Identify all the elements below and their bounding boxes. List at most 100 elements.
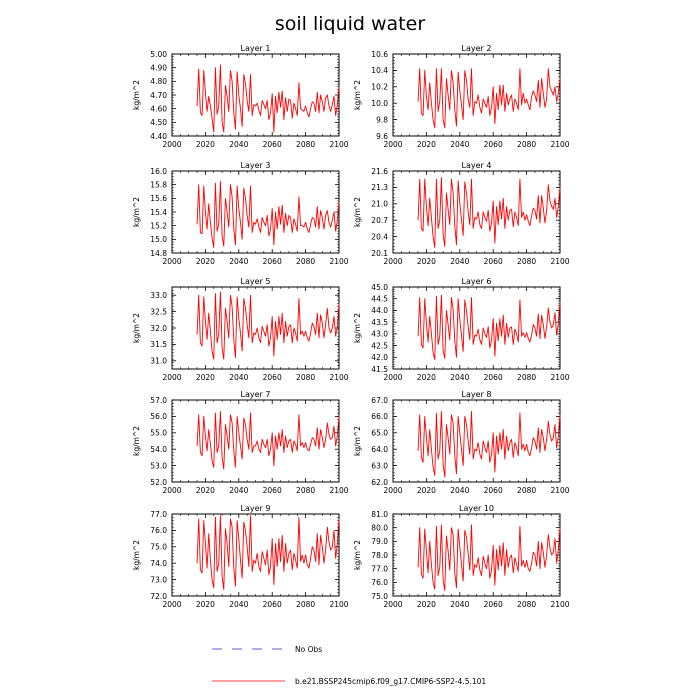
layer-3-xtick-label: 2060: [263, 257, 282, 266]
layer-8-ytick-label: 65.0: [371, 429, 388, 438]
layer-6-ytick-label: 42.0: [371, 353, 388, 362]
layer-3-xtick-label: 2020: [196, 257, 215, 266]
layer-9-ytick-label: 74.0: [150, 559, 167, 568]
layer-7-xtick-label: 2100: [329, 486, 348, 495]
layer-3-xtick-label: 2040: [229, 257, 248, 266]
legend-no-obs-label: No Obs: [295, 645, 322, 654]
layer-4-ytick-label: 21.6: [371, 167, 388, 176]
layer-7-ytick-label: 52.0: [150, 478, 167, 487]
layer-8-title: Layer 8: [462, 390, 492, 399]
layer-9-series-line: [196, 515, 340, 590]
layer-2-ytick-label: 10.0: [371, 99, 388, 108]
layer-7-ylabel: kg/m^2: [132, 426, 141, 456]
layer-5-xtick-label: 2000: [162, 373, 181, 382]
layer-5-xtick-label: 2060: [263, 373, 282, 382]
figure-title: soil liquid water: [275, 13, 425, 35]
layer-6-ylabel: kg/m^2: [353, 313, 362, 343]
layer-6-ytick-label: 45.0: [371, 283, 388, 292]
layer-3-ytick-label: 16.0: [150, 167, 167, 176]
layer-7-xtick-label: 2040: [229, 486, 248, 495]
layer-6-xtick-label: 2040: [450, 373, 469, 382]
layer-10-ylabel: kg/m^2: [353, 540, 362, 570]
layer-3-ytick-label: 15.4: [150, 208, 167, 217]
layer-1-xtick-label: 2100: [329, 140, 348, 149]
layer-2-ylabel: kg/m^2: [353, 80, 362, 110]
layer-2-panel: Layer 2 kg/m^2 2000 2020 2040 2060 2080 2100 9.6…: [353, 44, 570, 149]
layer-1-ytick-label: 4.40: [150, 132, 167, 141]
layer-4-series-line: [417, 177, 561, 248]
layer-6-xtick-label: 2080: [517, 373, 536, 382]
layer-6-xtick-label: 2020: [417, 373, 436, 382]
layer-6-panel: Layer 6 kg/m^2 2000 2020 2040 2060 2080 2100 41.…: [353, 277, 570, 382]
layer-1-ytick-label: 4.90: [150, 63, 167, 72]
layer-1-title: Layer 1: [241, 44, 271, 53]
layer-7-ytick-label: 57.0: [150, 396, 167, 405]
layer-3-xtick-label: 2000: [162, 257, 181, 266]
layer-8-xtick-label: 2060: [484, 486, 503, 495]
layer-7-series-line: [196, 411, 340, 470]
layer-1-ytick-label: 4.50: [150, 118, 167, 127]
layer-9-xtick-label: 2080: [296, 600, 315, 609]
layer-1-xtick-label: 2040: [229, 140, 248, 149]
layer-3-plot-frame: [171, 170, 340, 254]
layer-7-panel: Layer 7 kg/m^2 2000 2020 2040 2060 2080 2100 52.…: [132, 390, 349, 495]
layer-10-xtick-label: 2040: [450, 600, 469, 609]
layer-2-xtick-label: 2000: [383, 140, 402, 149]
layer-10-ytick-label: 75.0: [371, 592, 388, 601]
layer-3-ytick-label: 15.8: [150, 180, 167, 189]
layer-1-series-line: [196, 64, 340, 133]
layer-1-xtick-label: 2000: [162, 140, 181, 149]
layer-3-xtick-label: 2080: [296, 257, 315, 266]
layer-4-ytick-label: 20.7: [371, 216, 388, 225]
layer-2-series-line: [417, 68, 561, 129]
layer-10-xtick-label: 2100: [550, 600, 569, 609]
layer-2-title: Layer 2: [462, 44, 492, 53]
layer-3-ytick-label: 14.8: [150, 249, 167, 258]
layer-1-xtick-label: 2020: [196, 140, 215, 149]
layer-9-ytick-label: 76.0: [150, 526, 167, 535]
layer-10-ytick-label: 81.0: [371, 510, 388, 519]
layer-10-xtick-label: 2080: [517, 600, 536, 609]
layer-6-ytick-label: 42.5: [371, 341, 388, 350]
layer-7-xtick-label: 2060: [263, 486, 282, 495]
layer-5-xtick-label: 2040: [229, 373, 248, 382]
layer-1-plot-frame: [171, 53, 340, 137]
layer-9-xtick-label: 2000: [162, 600, 181, 609]
layer-7-xtick-label: 2020: [196, 486, 215, 495]
layer-5-xtick-label: 2020: [196, 373, 215, 382]
layer-3-series-line: [196, 180, 340, 248]
layer-3-title: Layer 3: [241, 161, 271, 170]
layer-7-title: Layer 7: [241, 390, 271, 399]
layer-10-ytick-label: 79.0: [371, 537, 388, 546]
layer-5-panel: Layer 5 kg/m^2 2000 2020 2040 2060 2080 2100 31.…: [132, 277, 349, 382]
layer-9-ytick-label: 77.0: [150, 510, 167, 519]
layer-5-title: Layer 5: [241, 277, 271, 286]
layer-7-xtick-label: 2000: [162, 486, 181, 495]
layer-7-ytick-label: 56.0: [150, 412, 167, 421]
layer-10-title: Layer 10: [459, 504, 494, 513]
layer-5-series-line: [196, 291, 340, 360]
layer-6-title: Layer 6: [462, 277, 492, 286]
layer-1-ytick-label: 5.00: [150, 50, 167, 59]
layer-9-ytick-label: 73.0: [150, 575, 167, 584]
layer-4-ylabel: kg/m^2: [353, 197, 362, 227]
layer-2-xtick-label: 2060: [484, 140, 503, 149]
layer-4-xtick-label: 2020: [417, 257, 436, 266]
layer-5-ytick-label: 31.0: [150, 357, 167, 366]
layer-5-ytick-label: 33.0: [150, 291, 167, 300]
layer-9-xtick-label: 2020: [196, 600, 215, 609]
layer-2-xtick-label: 2100: [550, 140, 569, 149]
layer-9-ytick-label: 75.0: [150, 543, 167, 552]
layer-6-ytick-label: 43.5: [371, 318, 388, 327]
layer-9-panel: Layer 9 kg/m^2 2000 2020 2040 2060 2080 2100 72.…: [132, 504, 349, 609]
layer-10-ytick-label: 78.0: [371, 551, 388, 560]
layer-4-ytick-label: 21.3: [371, 183, 388, 192]
layer-2-xtick-label: 2020: [417, 140, 436, 149]
layer-9-ylabel: kg/m^2: [132, 540, 141, 570]
layer-3-panel: Layer 3 kg/m^2 2000 2020 2040 2060 2080 2100 14.…: [132, 161, 349, 266]
layer-6-ytick-label: 43.0: [371, 330, 388, 339]
layer-2-xtick-label: 2040: [450, 140, 469, 149]
layer-3-ylabel: kg/m^2: [132, 197, 141, 227]
layer-6-series-line: [417, 294, 561, 361]
